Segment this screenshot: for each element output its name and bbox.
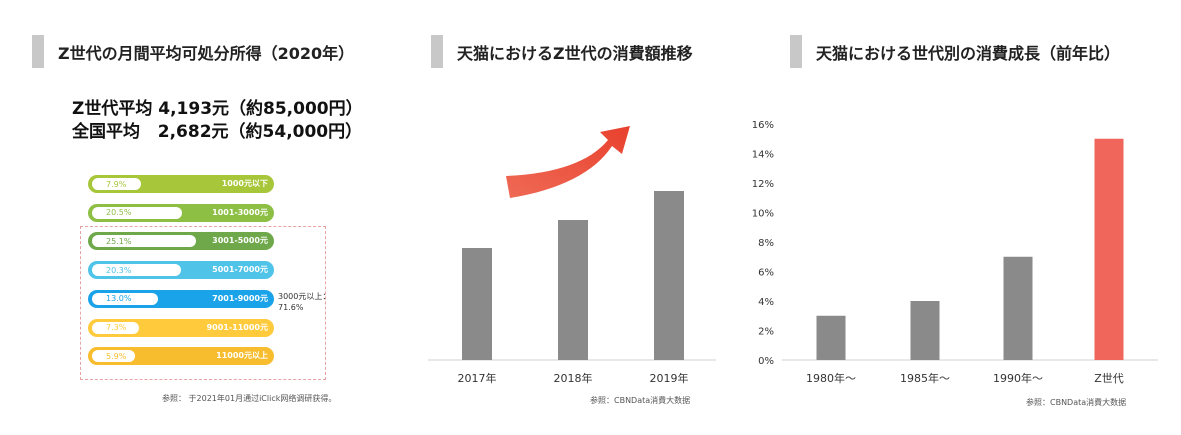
income-bar-label: 1001-3000元 — [212, 207, 268, 217]
panel1-title-text: Z世代の月間平均可処分所得（2020年） — [58, 43, 355, 63]
income-bar-value: 20.5% — [92, 206, 182, 219]
income-bar-label: 11000元以上 — [216, 351, 268, 361]
summary-z-generation: Z世代平均 4,193元（約85,000円） — [72, 99, 363, 119]
panel2-title-marker — [431, 35, 443, 68]
y-tick-label: 4% — [758, 297, 774, 308]
bar — [558, 220, 588, 360]
y-tick-label: 2% — [758, 327, 774, 338]
bar — [654, 191, 684, 360]
x-tick-label: 1985年～ — [900, 371, 950, 385]
income-bar: 7.9% 1000元以下 — [88, 175, 274, 193]
trend-arrow-icon — [506, 126, 630, 198]
panel3-title-marker — [790, 35, 802, 68]
panel3-title: 天猫における世代別の消費成長（前年比） — [790, 35, 1120, 68]
y-tick-label: 10% — [752, 209, 774, 220]
generation-growth-chart: 0% 2% 4% 6% 8% 10% 12% 14% 16% 1980年～ 1985年～ 1990年～… — [752, 120, 1158, 385]
bar — [910, 301, 940, 360]
income-bar: 20.3% 5001-7000元 — [88, 261, 274, 280]
consumption-trend-chart: 2017年 2018年 2019年 — [428, 126, 716, 385]
bar — [1094, 138, 1124, 360]
income-bar: 25.1% 3001-5000元 — [88, 232, 274, 251]
income-3000-plus-highlight — [80, 226, 326, 380]
income-bar: 13.0% 7001-9000元 — [88, 289, 274, 308]
income-bar: 20.5% 1001-3000元 — [88, 203, 274, 222]
panel2-source: 参照：CBNData消費大数据 — [590, 396, 691, 405]
x-tick-label: 1990年～ — [993, 371, 1043, 385]
panel3-source: 参照：CBNData消費大数据 — [1026, 398, 1127, 407]
income-summary: Z世代平均 4,193元（約85,000円） 全国平均 2,682元（約54,0… — [72, 98, 363, 144]
income-3000-plus-note: 3000元以上：71.6% — [278, 292, 331, 312]
income-bar: 7.3% 9001-11000元 — [88, 318, 274, 337]
x-tick-label: 2019年 — [650, 371, 689, 385]
y-tick-label: 16% — [752, 120, 774, 131]
x-tick-label: 1980年～ — [806, 371, 856, 385]
income-bar-label: 3001-5000元 — [212, 236, 268, 246]
income-bar-value: 25.1% — [92, 235, 197, 248]
y-tick-label: 6% — [758, 268, 774, 279]
panel1-source: 参照： 于2021年01月通过iClick网络调研获得。 — [162, 394, 337, 403]
income-bar-value: 5.9% — [92, 350, 135, 363]
income-bar-value: 7.3% — [92, 321, 140, 334]
income-bar-label: 5001-7000元 — [212, 265, 268, 275]
y-tick-label: 12% — [752, 179, 774, 190]
panel3-title-text: 天猫における世代別の消費成長（前年比） — [816, 43, 1121, 63]
x-tick-label: 2018年 — [554, 371, 593, 385]
y-tick-label: 0% — [758, 356, 774, 367]
summary-national: 全国平均 2,682元（約54,000円） — [72, 122, 363, 142]
panel1-title-marker — [32, 35, 44, 68]
panel1-title: Z世代の月間平均可処分所得（2020年） — [32, 35, 354, 68]
income-bar-label: 9001-11000元 — [206, 322, 268, 332]
income-bar: 5.9% 11000元以上 — [88, 347, 274, 366]
bar — [816, 315, 846, 360]
income-bar-label: 7001-9000元 — [212, 293, 268, 303]
x-tick-label: 2017年 — [458, 371, 497, 385]
x-tick-label: Z世代 — [1094, 372, 1124, 385]
panel2-title: 天猫におけるZ世代の消費額推移 — [431, 35, 693, 68]
income-bar-label: 1000元以下 — [221, 179, 268, 188]
income-bar-value: 13.0% — [92, 292, 158, 305]
bar — [462, 248, 492, 360]
y-tick-label: 14% — [752, 150, 774, 161]
income-bar-value: 20.3% — [92, 264, 181, 277]
bar — [1003, 256, 1033, 360]
y-tick-label: 8% — [758, 238, 774, 249]
panel2-title-text: 天猫におけるZ世代の消費額推移 — [457, 43, 693, 63]
income-bar-value: 7.9% — [92, 178, 142, 190]
